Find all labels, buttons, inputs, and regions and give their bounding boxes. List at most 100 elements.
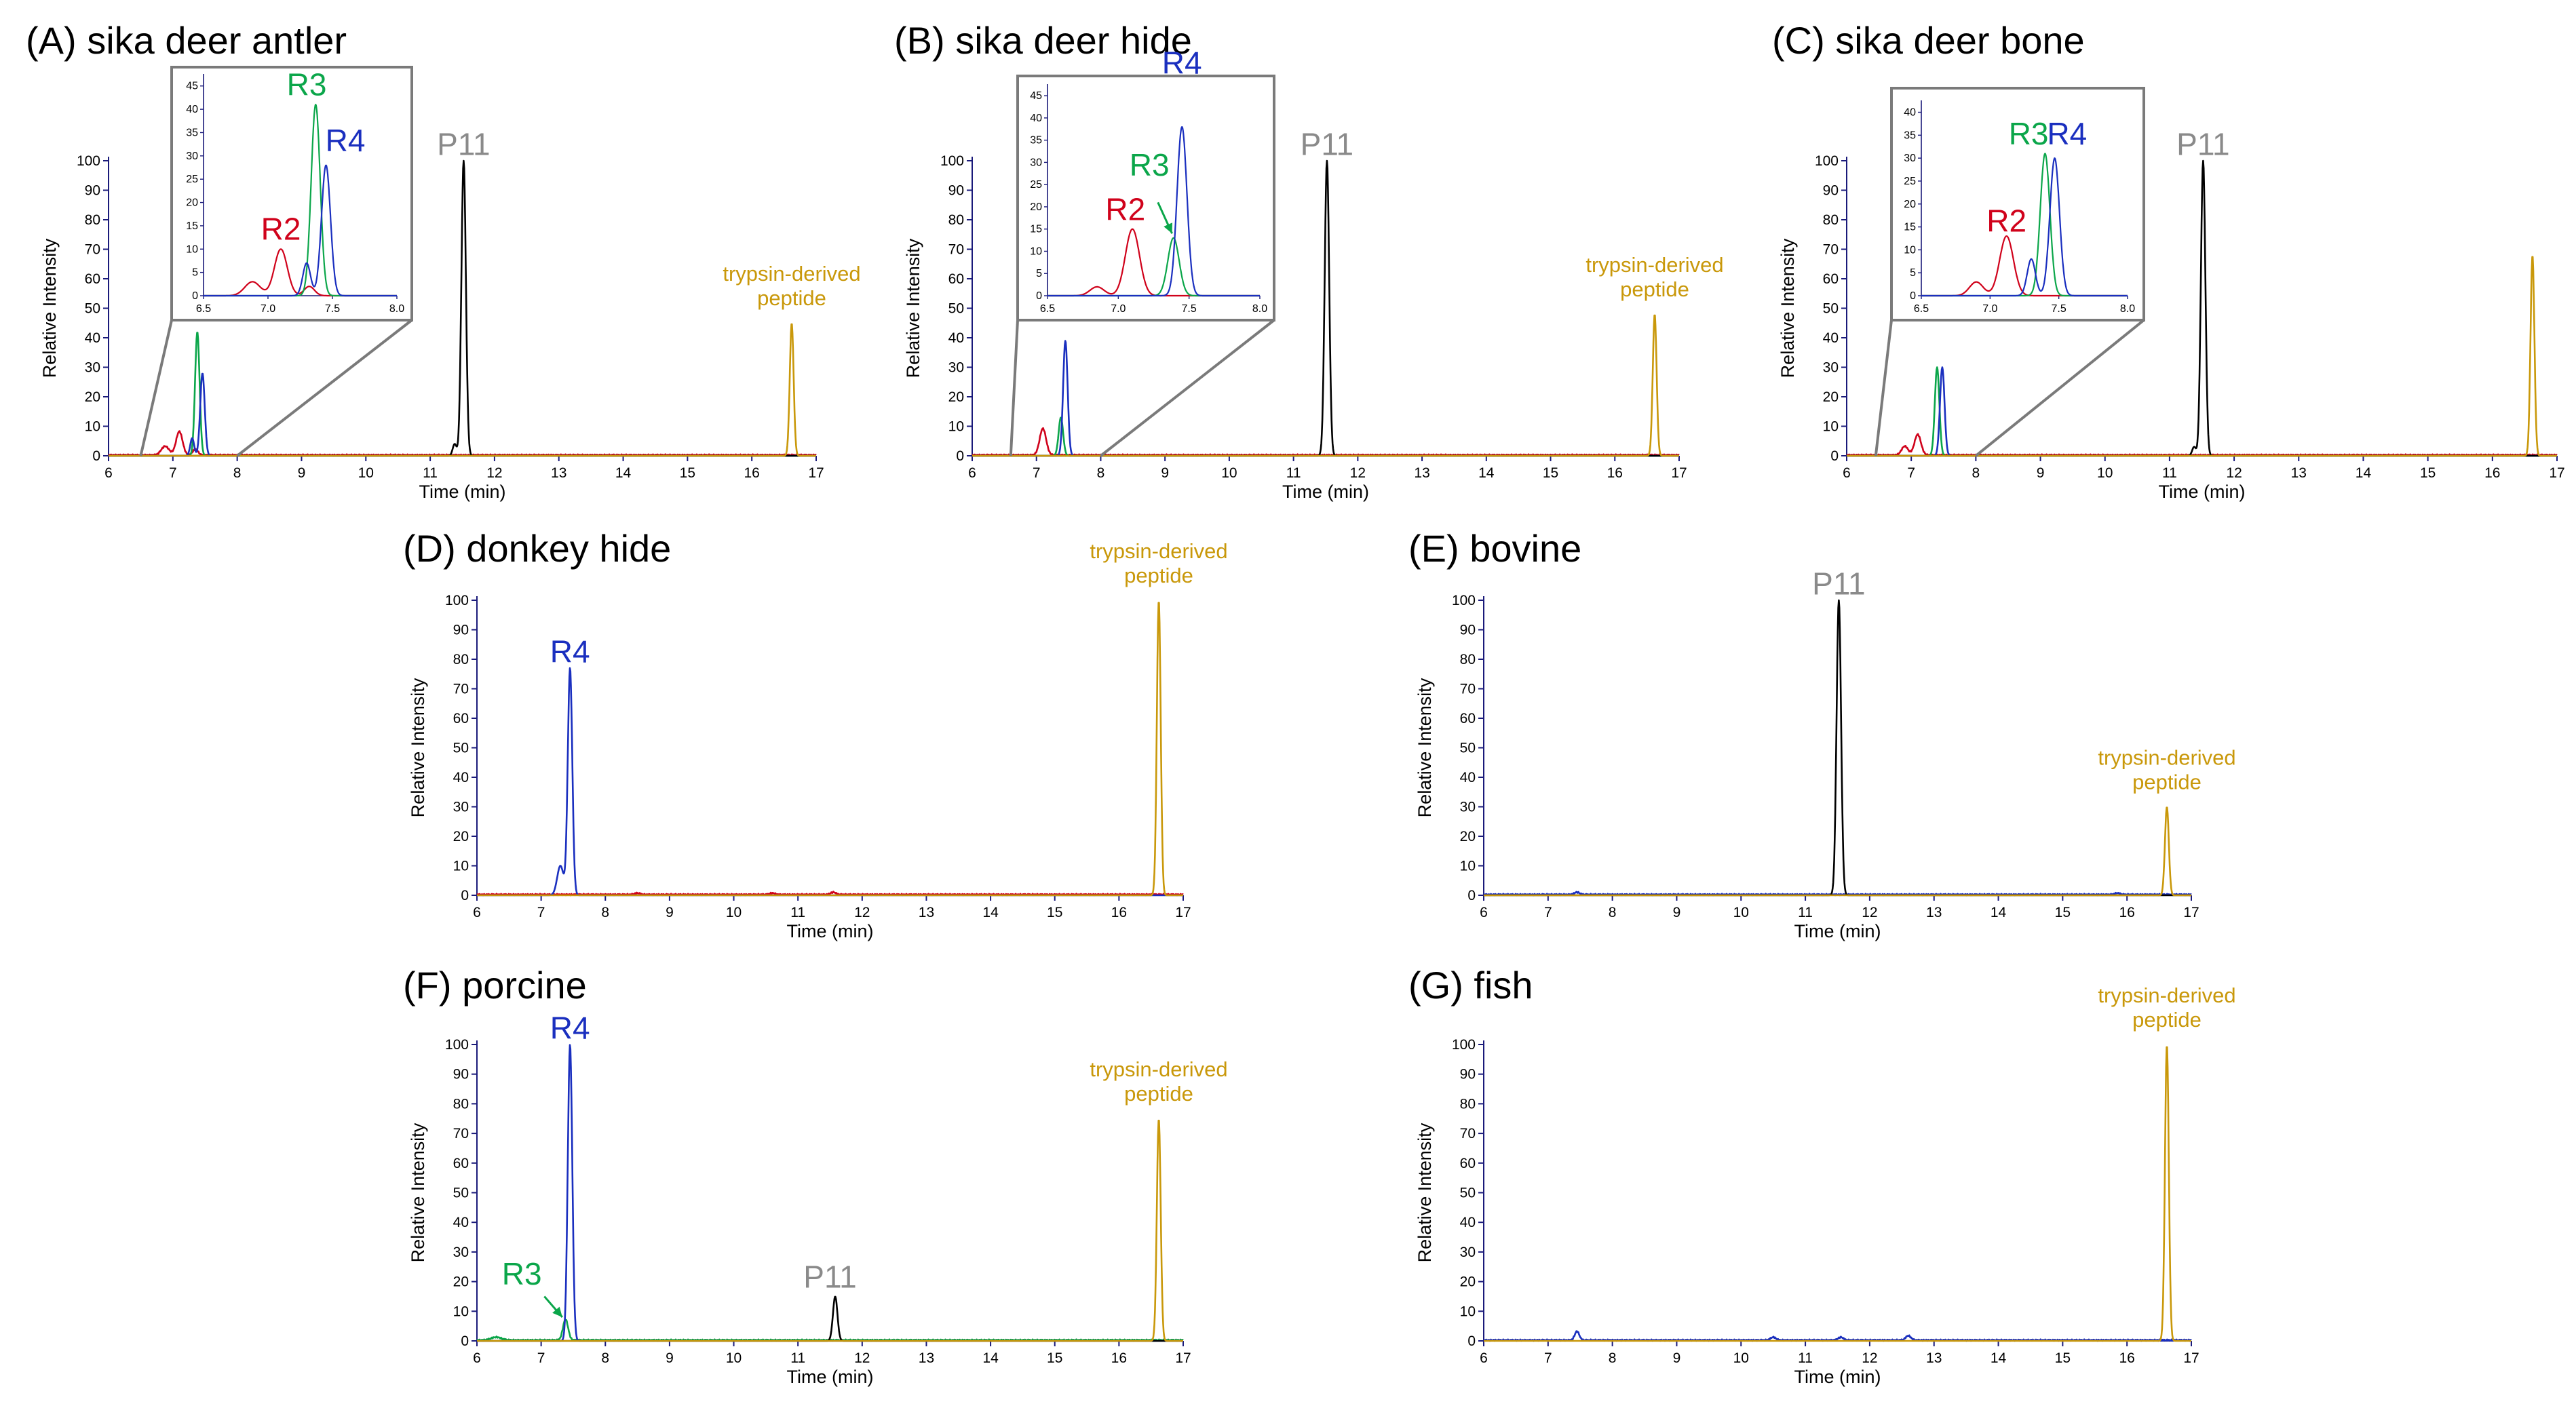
panel-b-inset-trace-r4: [1047, 126, 1261, 297]
panel-e-x-tick-label: 14: [1991, 905, 2007, 920]
panel-a-inset-y-tick-label: 0: [192, 290, 198, 302]
panel-a-y-tick-label: 50: [85, 301, 100, 317]
panel-e-label-p11: P11: [1812, 566, 1865, 601]
panel-d-y-tick-label: 20: [453, 829, 469, 844]
panel-g-label-trypsin-derived-line: trypsin-derived: [2098, 983, 2235, 1007]
panel-b-y-tick-label: 30: [948, 360, 964, 376]
panel-b-inset: 0 5 10 15 20 25 30 35 40 45 6.5 7.0 7.5 8.0 R2 R3 R4: [1016, 45, 1275, 321]
panel-b-inset-y-tick-label: 35: [1030, 135, 1042, 147]
panel-g-trace-r4: [1483, 1330, 2192, 1342]
panel-c-inset-label-r3-line: R3: [2009, 116, 2049, 151]
panel-b-zoom-connector-right: [1100, 319, 1275, 457]
panel-g-x-tick-label: 6: [1480, 1350, 1488, 1366]
panel-g-y-tick-label: 60: [1460, 1156, 1476, 1171]
panel-b-zoom-connector-left: [1009, 319, 1019, 456]
panel-b-y-tick-label: 50: [948, 301, 964, 317]
panel-a-inset-x-tick-label: 7.5: [325, 303, 340, 315]
panel-g-x-tick-label: 17: [2183, 1350, 2199, 1366]
panel-f-x-tick-label: 8: [601, 1350, 609, 1366]
panel-d-y-axis-title: Relative Intensity: [408, 678, 428, 817]
panel-d-y-tick-label: 40: [453, 770, 469, 785]
panel-d-y-tick-label: 0: [461, 888, 469, 903]
panel-b-x-tick-label: 13: [1414, 465, 1429, 481]
panel-f-y-tick-label: 0: [461, 1333, 469, 1349]
panel-c-title: (C) sika deer bone: [1772, 19, 2085, 62]
panel-c-inset-y-tick-label: 20: [1904, 199, 1916, 210]
panel-b-inset-label-r2-line: R2: [1105, 192, 1145, 227]
panel-c-label-p11: P11: [2176, 126, 2229, 161]
panel-c-trace-trypsin-derived-peptide: [1846, 256, 2558, 457]
panel-c-inset-x-tick-label: 7.0: [1982, 303, 1997, 315]
panel-d-x-tick-label: 10: [726, 905, 742, 920]
panel-e-y-tick-label: 0: [1467, 888, 1476, 903]
panel-e-label-p11-line: P11: [1812, 566, 1865, 601]
panel-f-trace-trypsin-derived-peptide: [476, 1119, 1184, 1342]
panel-f-x-tick-label: 7: [537, 1350, 545, 1366]
panel-a-x-tick-label: 7: [169, 465, 177, 481]
panel-b-label-p11: P11: [1301, 126, 1353, 161]
panel-c-trace-r3: [1846, 366, 2558, 457]
panel-c-inset-y-tick-label: 15: [1904, 222, 1916, 233]
panel-b-inset-label-r3-line: R3: [1130, 147, 1170, 182]
panel-g-x-tick-label: 13: [1926, 1350, 1942, 1366]
panel-d-x-tick-label: 17: [1175, 905, 1191, 920]
panel-c-inset-x-tick-label: 7.5: [2052, 303, 2066, 315]
panel-g-x-tick-label: 9: [1673, 1350, 1681, 1366]
panel-b-inset-x-tick-label: 7.5: [1182, 303, 1197, 315]
panel-b-trace-r2: [972, 427, 1680, 457]
panel-e-x-tick-label: 6: [1480, 905, 1488, 920]
panel-g-x-tick-label: 14: [1991, 1350, 2007, 1366]
panel-d-y-tick-label: 80: [453, 652, 469, 667]
panel-e-x-tick-label: 16: [2119, 905, 2135, 920]
panel-a-y-tick-label: 90: [85, 183, 100, 199]
panel-c-inset-y-tick-label: 0: [1910, 290, 1916, 302]
panel-c-inset-y-tick-label: 10: [1904, 244, 1916, 256]
panel-c-y-tick-label: 60: [1823, 271, 1839, 287]
panel-b-inset-y-tick-label: 10: [1030, 246, 1042, 257]
panel-g-x-tick-label: 16: [2119, 1350, 2135, 1366]
panel-a-x-tick-label: 9: [298, 465, 306, 481]
panel-b-inset-y-tick-label: 40: [1030, 113, 1042, 124]
panel-b-inset-label-r2: R2: [1105, 192, 1145, 227]
panel-a-inset-x-tick-label: 8.0: [389, 303, 404, 315]
panel-b-inset-y-tick-label: 30: [1030, 157, 1042, 168]
panel-e-y-tick-label: 50: [1460, 741, 1476, 756]
panel-a-title: (A) sika deer antler: [26, 19, 347, 62]
panel-e-x-tick-label: 8: [1609, 905, 1617, 920]
panel-c-inset-y-tick-label: 30: [1904, 153, 1916, 164]
panel-a-x-tick-label: 12: [486, 465, 502, 481]
panel-a-trace-r4: [108, 372, 817, 457]
panel-f-label-p11-line: P11: [803, 1259, 856, 1294]
panel-a-inset-label-r4-line: R4: [326, 123, 366, 158]
panel-e-x-tick-label: 10: [1733, 905, 1749, 920]
panel-a-trace-r3: [108, 332, 817, 457]
panel-e-y-tick-label: 100: [1452, 593, 1476, 608]
panel-c-inset-y-tick-label: 35: [1904, 130, 1916, 141]
panel-a-inset: 0 5 10 15 20 25 30 35 40 45 6.5 7.0 7.5 8.0 R2 R3 R4: [170, 66, 413, 321]
panel-c-x-tick-label: 12: [2226, 465, 2242, 481]
panel-c-zoom-connector-right: [1975, 319, 2145, 457]
panel-b-x-axis-title: Time (min): [1282, 482, 1369, 502]
panel-b-trace-r4: [972, 340, 1680, 457]
panel-b-x-tick-label: 15: [1543, 465, 1558, 481]
panel-d-y-tick-label: 60: [453, 711, 469, 726]
panel-a-x-tick-label: 8: [233, 465, 242, 481]
panel-d-x-tick-label: 14: [982, 905, 999, 920]
panel-d-x-tick-label: 9: [666, 905, 674, 920]
panel-e-title: (E) bovine: [1408, 527, 1581, 570]
panel-a-y-tick-label: 10: [85, 419, 100, 435]
panel-b-x-tick-label: 8: [1097, 465, 1105, 481]
panel-b: (B) sika deer hide 010203040506070809010…: [894, 19, 1724, 502]
panel-f-y-tick-label: 30: [453, 1245, 469, 1260]
panel-f-x-tick-label: 15: [1047, 1350, 1062, 1366]
panel-c-y-tick-label: 40: [1823, 330, 1839, 346]
panel-b-inset-y-tick-label: 25: [1030, 179, 1042, 191]
panel-b-y-tick-label: 10: [948, 419, 964, 435]
panel-b-y-tick-label: 80: [948, 212, 964, 228]
panel-f-label-p11: P11: [803, 1259, 856, 1294]
panel-e-y-axis-title: Relative Intensity: [1415, 678, 1435, 817]
panel-g-x-axis-title: Time (min): [1794, 1367, 1881, 1387]
